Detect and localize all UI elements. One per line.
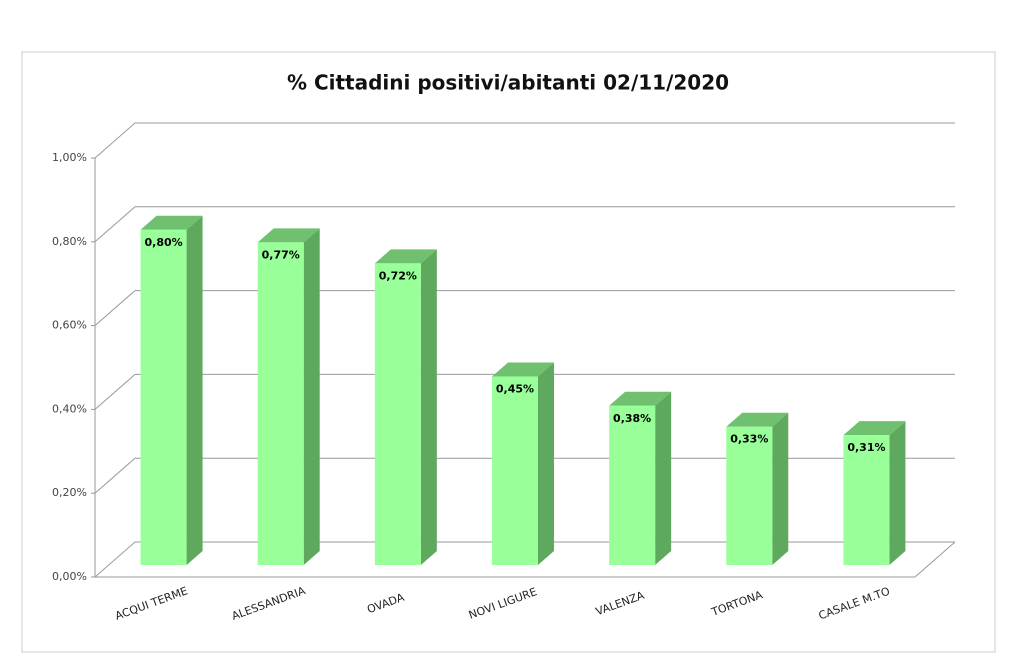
- grid-line: [94, 122, 955, 159]
- bar-top: [609, 391, 672, 406]
- y-tick-label: 0,40%: [52, 402, 87, 415]
- bar: [257, 242, 304, 565]
- grid-line: [94, 290, 955, 326]
- value-label: 0,77%: [262, 248, 300, 261]
- bar-side: [889, 421, 906, 565]
- bar-top: [374, 249, 437, 264]
- bar-side: [420, 249, 437, 565]
- bar-side: [772, 412, 789, 565]
- bar-top: [492, 362, 554, 377]
- bar-side: [538, 362, 554, 565]
- grid-line: [94, 373, 955, 410]
- value-label: 0,80%: [144, 236, 182, 249]
- chart-title: % Cittadini positivi/abitanti 02/11/2020: [287, 71, 729, 95]
- floor: [95, 541, 956, 578]
- value-label: 0,33%: [730, 433, 768, 446]
- y-tick-label: 0,60%: [52, 319, 87, 332]
- grid-line: [94, 206, 955, 243]
- bar: [492, 376, 538, 565]
- bar: [609, 405, 656, 565]
- bar-top: [140, 215, 203, 230]
- bar-side: [303, 228, 320, 565]
- y-tick-label: 1,00%: [52, 151, 87, 164]
- value-label: 0,72%: [379, 269, 417, 282]
- value-label: 0,45%: [496, 382, 534, 395]
- bar: [140, 229, 187, 566]
- value-label: 0,38%: [613, 412, 651, 425]
- bar: [726, 426, 773, 565]
- grid-line: [94, 541, 955, 578]
- y-tick-label: 0,80%: [52, 235, 87, 248]
- grid-line: [94, 457, 955, 494]
- y-tick-label: 0,00%: [52, 570, 87, 583]
- bar-side: [186, 215, 203, 566]
- bar: [843, 435, 890, 565]
- bar-top: [726, 412, 789, 427]
- bar-side: [655, 391, 672, 565]
- y-tick-label: 0,20%: [52, 486, 87, 499]
- bar-top: [257, 228, 320, 243]
- value-label: 0,31%: [847, 441, 885, 454]
- bar-top: [843, 421, 906, 436]
- bar: [374, 263, 421, 565]
